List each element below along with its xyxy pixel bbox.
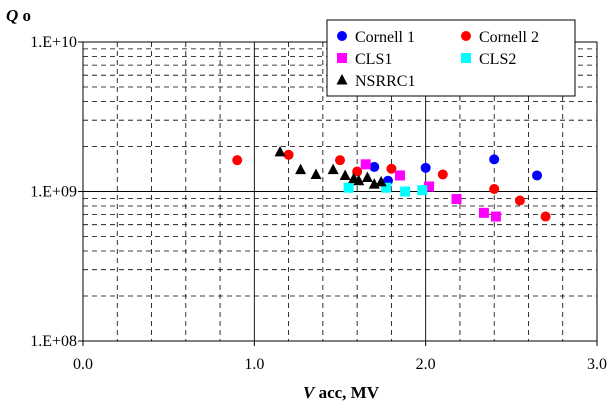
data-point (283, 149, 294, 160)
data-point (295, 163, 307, 175)
legend-box (326, 19, 576, 97)
x-tick-label: 3.0 (587, 356, 607, 373)
data-point (375, 175, 387, 187)
data-point (327, 163, 339, 175)
data-point (369, 161, 380, 172)
legend: Cornell 1 Cornell 2 CLS1 CLS2 NSRRC1 (326, 19, 576, 97)
legend-marker (336, 74, 348, 85)
series-cornell-2 (232, 149, 551, 222)
axis-ticks: 0.0 1.0 2.0 3.0 1.E+08 1.E+09 1.E+10 (30, 34, 607, 373)
data-point (339, 169, 351, 180)
data-point (352, 166, 363, 177)
data-point (310, 168, 322, 179)
data-point (400, 186, 411, 197)
data-point (335, 155, 345, 166)
data-point (417, 185, 428, 196)
y-axis-title: Q o (6, 6, 31, 25)
data-point (361, 171, 373, 183)
series-nsrrc1 (274, 145, 387, 189)
x-axis-title: V acc, MV (303, 383, 380, 402)
legend-marker (461, 53, 471, 63)
data-points (232, 145, 551, 222)
y-tick-label: 1.E+10 (30, 34, 77, 51)
y-tick-label: 1.E+08 (30, 333, 77, 350)
data-point (394, 170, 405, 181)
legend-label: CLS2 (479, 51, 516, 68)
y-axis-title-symbol: Q (6, 6, 18, 25)
data-point (381, 182, 392, 193)
legend-marker (337, 31, 347, 41)
series-cls2 (343, 182, 428, 197)
data-point (489, 183, 500, 194)
data-point (514, 195, 525, 206)
x-tick-label: 2.0 (416, 356, 436, 373)
data-point (274, 145, 286, 157)
data-point (232, 155, 243, 166)
data-point (490, 211, 501, 222)
data-point (343, 182, 354, 193)
series-cls1 (360, 159, 501, 222)
data-point (353, 174, 365, 186)
data-point (360, 159, 371, 170)
legend-label: Cornell 2 (479, 29, 539, 46)
data-point (532, 170, 543, 181)
legend-label: Cornell 1 (355, 29, 415, 46)
x-tick-label: 0.0 (73, 356, 93, 373)
y-axis-title-subscript: o (18, 6, 31, 25)
legend-label: NSRRC1 (355, 73, 415, 90)
legend-label: CLS1 (355, 51, 392, 68)
data-point (437, 169, 448, 180)
y-tick-label: 1.E+09 (30, 184, 77, 201)
data-point (478, 207, 489, 218)
data-point (420, 162, 431, 173)
legend-marker (337, 53, 347, 63)
data-point (451, 194, 462, 205)
x-tick-label: 1.0 (244, 356, 264, 373)
x-axis-title-symbol: V (303, 383, 316, 402)
x-axis-title-rest: acc, MV (314, 383, 379, 402)
data-point (540, 211, 551, 222)
data-point (386, 163, 397, 174)
data-point (424, 181, 435, 192)
legend-marker (461, 31, 471, 41)
data-point (489, 154, 500, 165)
